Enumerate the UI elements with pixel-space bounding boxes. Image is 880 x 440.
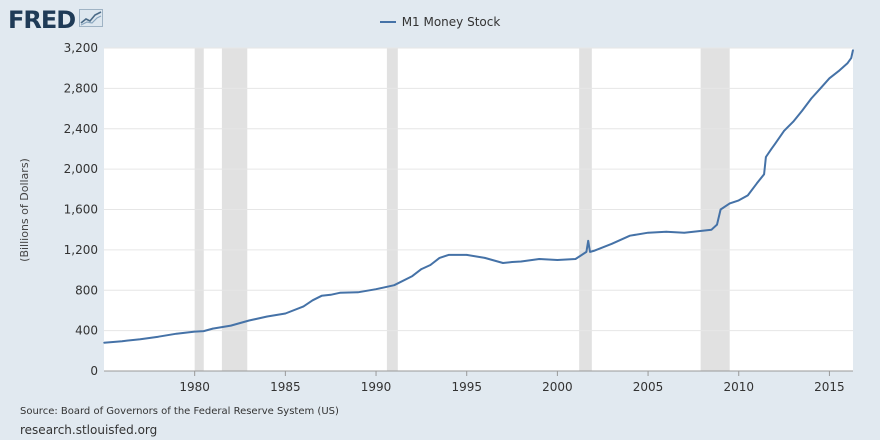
data-point-4 [175,332,178,335]
data-point-3 [157,335,160,338]
data-point-59 [828,77,831,80]
y-tick-label-5: 2,000 [64,162,98,176]
data-point-46 [728,202,731,205]
data-point-55 [792,120,794,123]
data-point-31 [556,259,559,261]
y-tick-label-0: 0 [90,364,98,378]
chart-line-icon [79,9,104,31]
data-point-48 [747,194,749,197]
data-point-16 [338,291,341,294]
data-point-52 [770,148,773,150]
data-point-57 [810,97,813,100]
x-tick-label-6: 2010 [723,380,754,394]
data-point-56 [801,109,804,112]
data-point-19 [393,284,395,287]
x-tick-label-5: 2005 [633,380,664,394]
y-tick-label-2: 800 [75,283,98,297]
grid-lines [104,47,853,332]
data-point-32 [574,258,577,260]
data-point-12 [302,305,305,308]
data-point-21 [420,268,423,270]
data-point-40 [665,230,668,233]
data-point-62 [850,57,852,59]
data-point-8 [230,324,232,327]
data-point-45 [719,208,722,211]
data-point-63 [852,49,854,51]
data-point-34 [587,239,590,242]
y-tick-label-7: 2,800 [64,81,98,95]
data-point-27 [502,262,504,264]
logo-text: FRED [8,6,76,34]
chart-legend: M1 Money Stock [0,12,880,29]
data-point-53 [774,143,776,145]
data-point-11 [284,312,287,315]
data-point-14 [320,295,323,297]
data-point-51 [765,156,767,158]
axes: 0 400 800 1,200 1,600 2,000 2,400 2,800 3,200 198… [64,41,853,394]
x-tick-label-0: 1980 [179,380,210,394]
data-point-10 [266,315,269,318]
series-layer [103,49,854,344]
source-note: Source: Board of Governors of the Federa… [20,406,339,417]
data-point-38 [629,234,631,237]
data-point-7 [212,327,214,330]
data-point-1 [121,340,123,343]
data-point-29 [520,260,522,263]
data-point-36 [592,250,595,252]
x-tick-label-4: 2000 [542,380,573,394]
data-point-42 [701,229,704,232]
source-url[interactable]: research.stlouisfed.org [20,423,158,437]
data-point-9 [248,319,250,322]
x-tick-label-2: 1990 [361,380,392,394]
data-point-33 [585,251,588,253]
data-point-41 [683,231,686,234]
data-point-24 [447,254,450,256]
data-point-44 [716,223,718,226]
data-point-50 [763,173,765,175]
data-point-58 [819,87,822,90]
fred-logo[interactable]: FRED [8,6,104,34]
legend-item[interactable]: M1 Money Stock [379,15,501,29]
data-point-2 [139,338,142,341]
series-line-m1-money-stock [103,49,854,344]
data-point-30 [538,258,541,260]
data-point-28 [511,261,513,263]
y-tick-label-4: 1,600 [64,203,98,217]
data-point-13 [311,299,314,302]
data-point-0 [103,341,105,344]
data-point-6 [202,330,205,332]
data-point-47 [737,199,740,202]
y-tick-label-1: 400 [75,324,98,338]
y-tick-label-8: 3,200 [64,41,98,55]
data-point-22 [429,264,432,266]
data-point-49 [756,182,758,185]
y-tick-label-3: 1,200 [64,243,98,257]
data-point-17 [357,291,359,294]
data-point-61 [846,62,849,64]
x-tick-label-1: 1985 [270,380,301,394]
data-point-60 [837,70,840,73]
data-point-25 [465,254,468,256]
data-point-5 [193,330,196,333]
data-point-35 [589,251,591,253]
data-point-20 [411,275,414,277]
y-axis-label: (Billions of Dollars) [18,158,31,262]
data-point-26 [484,257,486,259]
x-tick-label-7: 2015 [814,380,845,394]
data-point-18 [375,288,377,291]
legend-label: M1 Money Stock [401,15,501,29]
data-point-37 [610,243,613,245]
data-point-43 [710,228,713,231]
data-point-23 [438,257,441,259]
data-point-54 [783,129,785,132]
y-tick-label-6: 2,400 [64,122,98,136]
data-point-39 [647,231,649,234]
legend-swatch [379,21,396,23]
data-point-15 [329,293,332,296]
x-tick-label-3: 1995 [451,380,482,394]
